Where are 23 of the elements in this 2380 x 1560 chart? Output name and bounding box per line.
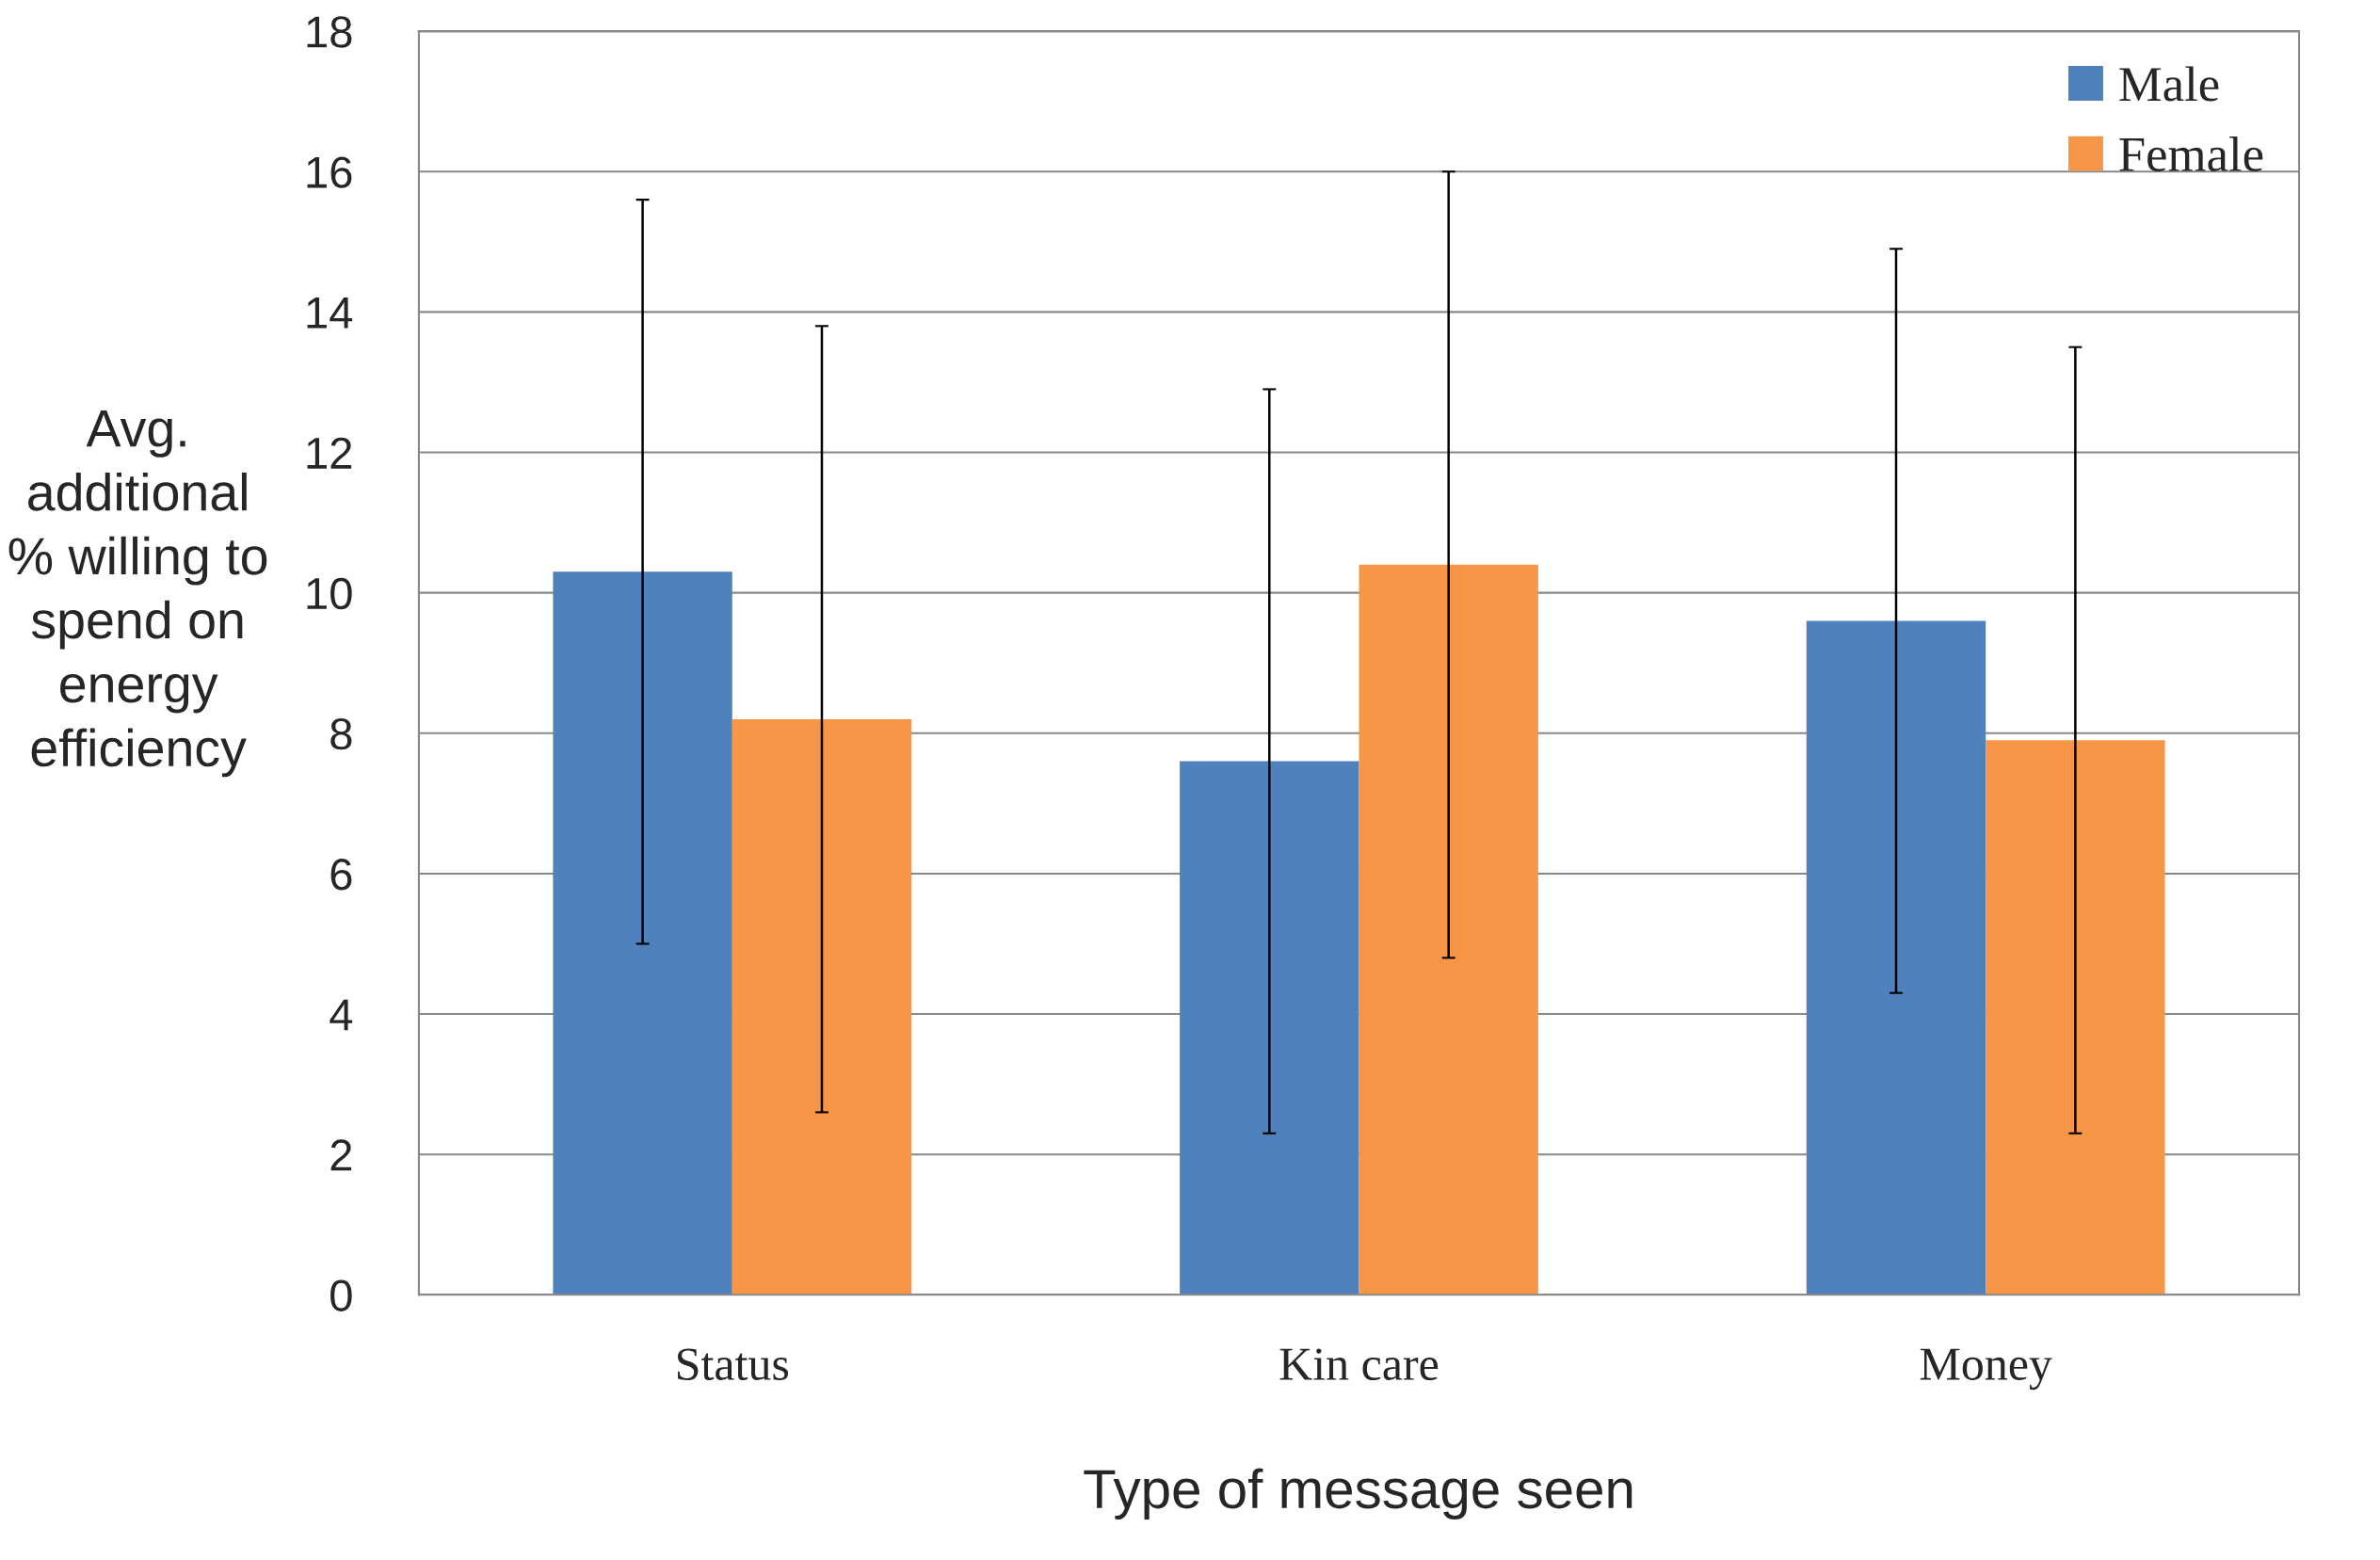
legend-label: Female bbox=[2119, 136, 2263, 172]
legend-label: Male bbox=[2119, 66, 2219, 102]
y-axis-title: Avg. additional % willing to spend on energy efficiency bbox=[8, 410, 267, 778]
y-tick-label: 8 bbox=[330, 717, 352, 750]
y-tick-label: 0 bbox=[330, 1279, 352, 1311]
x-tick-label: Status bbox=[678, 1348, 789, 1381]
bar bbox=[732, 718, 912, 1295]
bar bbox=[553, 571, 732, 1295]
x-tick-label: Money bbox=[1920, 1348, 2052, 1391]
x-axis-title: Type of message seen bbox=[1084, 1468, 1632, 1520]
bar bbox=[1180, 761, 1359, 1295]
bar bbox=[1806, 620, 1986, 1295]
y-tick-label: 2 bbox=[330, 1139, 352, 1171]
y-tick-label: 12 bbox=[307, 437, 352, 469]
y-tick-label: 14 bbox=[307, 298, 353, 329]
y-tick-label: 10 bbox=[307, 577, 352, 610]
y-tick-label: 16 bbox=[307, 156, 352, 188]
y-tick-label: 18 bbox=[307, 16, 352, 48]
bar bbox=[1986, 740, 2165, 1295]
y-tick-label: 6 bbox=[330, 859, 352, 891]
y-tick-label: 4 bbox=[330, 999, 353, 1031]
bar bbox=[1359, 564, 1538, 1295]
x-tick-label: Kin care bbox=[1279, 1348, 1439, 1381]
